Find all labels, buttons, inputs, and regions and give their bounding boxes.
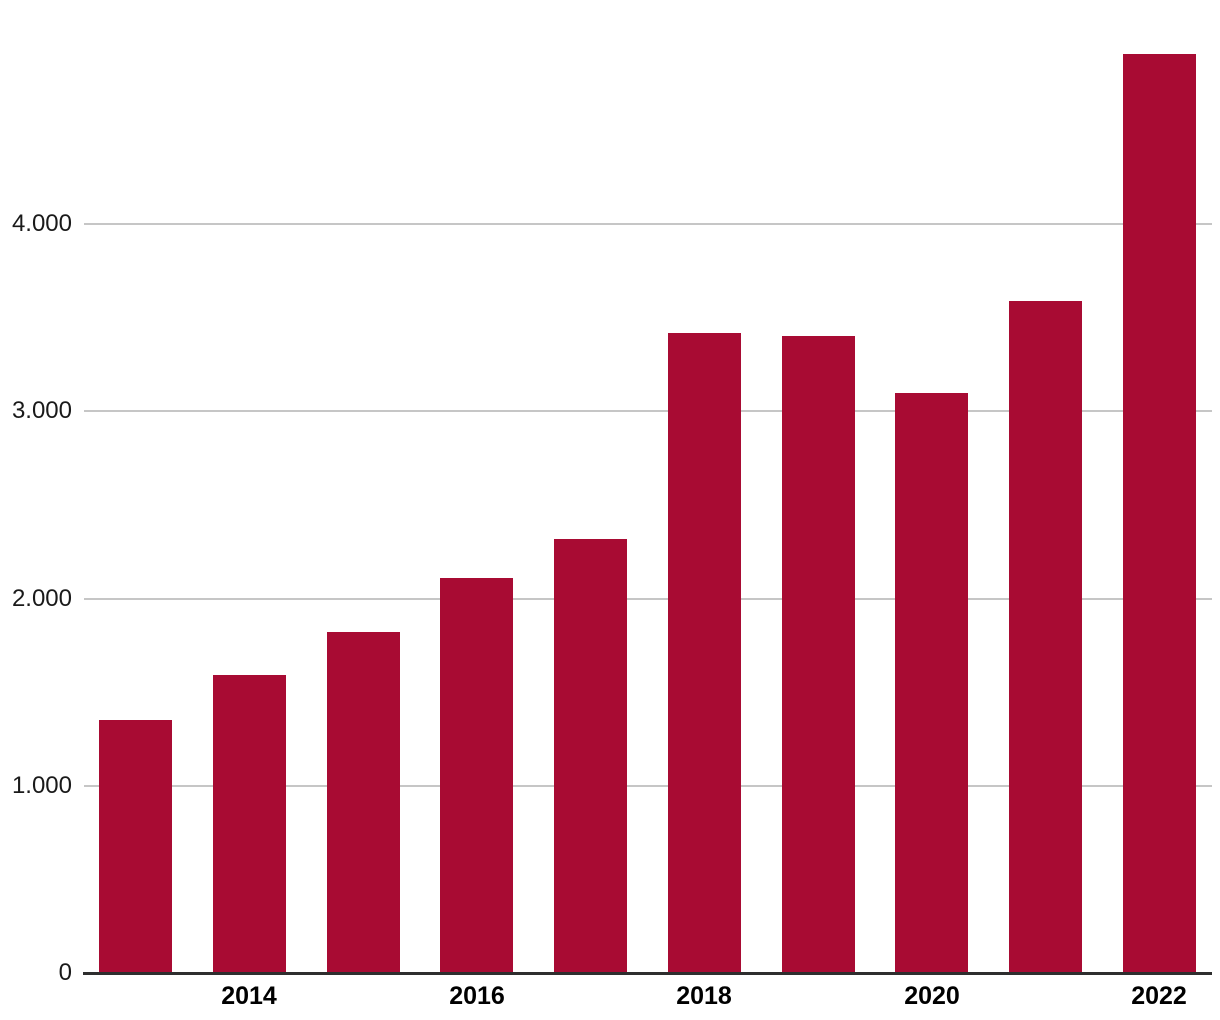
x-tick-label-2014: 2014 — [221, 982, 277, 1010]
bar-2017[interactable] — [554, 539, 627, 973]
bar-2021[interactable] — [1009, 301, 1082, 973]
gridline-3.000 — [84, 410, 1212, 413]
gridline-2.000 — [84, 597, 1212, 600]
gridline-4.000 — [84, 223, 1212, 225]
y-tick-label-4.000: 4.000 — [11, 210, 72, 237]
y-tick-label-1.000: 1.000 — [11, 771, 72, 799]
bar-2022[interactable] — [1123, 54, 1196, 973]
bar-2019[interactable] — [782, 336, 855, 973]
y-tick-label-2.000: 2.000 — [11, 584, 72, 612]
gridline-1.000 — [84, 784, 1212, 787]
x-tick-label-2022: 2022 — [1131, 982, 1187, 1010]
bar-2016[interactable] — [440, 578, 513, 973]
y-tick-label-3.000: 3.000 — [11, 397, 72, 425]
x-tick-label-2016: 2016 — [449, 982, 505, 1010]
x-tick-label-2018: 2018 — [676, 982, 732, 1010]
bar-2013[interactable] — [99, 720, 172, 973]
bar-2018[interactable] — [668, 333, 741, 973]
x-tick-label-2020: 2020 — [904, 982, 960, 1010]
bar-2015[interactable] — [327, 632, 400, 973]
bar-2020[interactable] — [895, 393, 968, 973]
x-axis-line — [83, 972, 1212, 975]
y-tick-label-0: 0 — [58, 959, 72, 986]
bar-2014[interactable] — [213, 675, 286, 973]
